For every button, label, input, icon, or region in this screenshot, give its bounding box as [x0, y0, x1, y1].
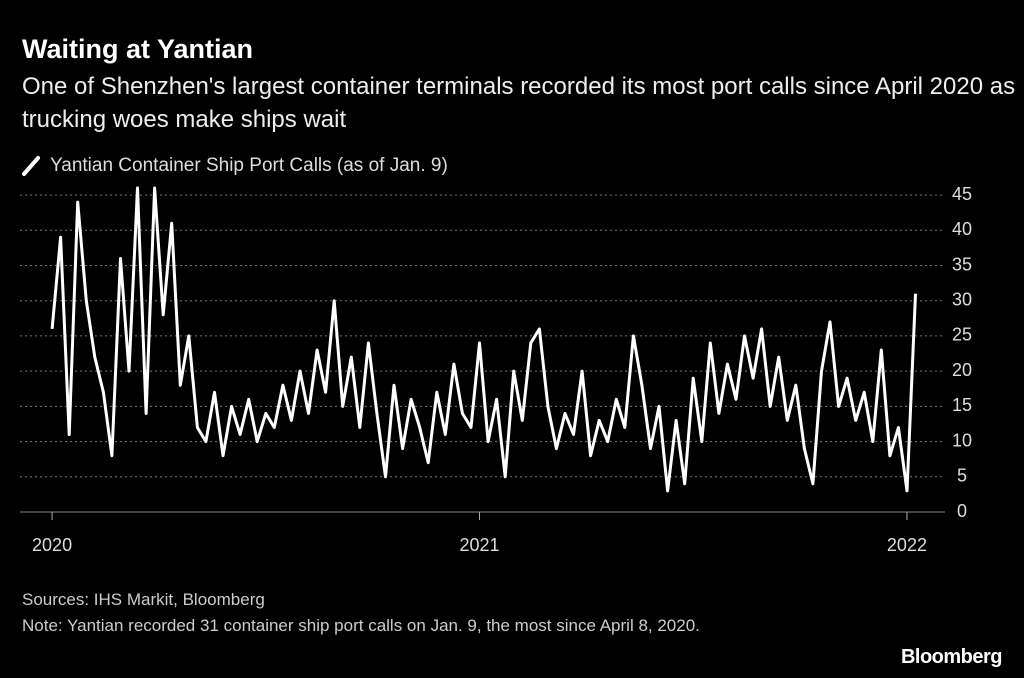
y-tick-label: 5	[957, 466, 967, 486]
y-tick-label: 40	[952, 219, 972, 239]
y-tick-label: 35	[952, 254, 972, 274]
chart-title: Waiting at Yantian	[22, 34, 254, 64]
y-tick-label: 0	[957, 501, 967, 521]
y-tick-label: 20	[952, 360, 972, 380]
y-tick-label: 10	[952, 430, 972, 450]
series-line	[50, 186, 917, 493]
y-tick-label: 30	[952, 289, 972, 309]
x-tick-label: 2022	[887, 535, 927, 555]
y-tick-label: 45	[952, 184, 972, 204]
legend-swatch	[22, 156, 40, 176]
logo: Bloomberg	[900, 646, 1003, 668]
y-tick-label: 15	[952, 395, 972, 415]
chart-subtitle: One of Shenzhen's largest container term…	[22, 73, 1016, 133]
legend-label: Yantian Container Ship Port Calls (as of…	[50, 155, 448, 176]
source: Sources: IHS Markit, Bloomberg	[22, 590, 265, 609]
x-tick-label: 2021	[459, 535, 499, 555]
chart: Yantian Container Ship Port Calls (as of…	[20, 155, 972, 555]
y-tick-label: 25	[952, 325, 972, 345]
note: Note: Yantian recorded 31 container ship…	[22, 616, 700, 635]
x-tick-label: 2020	[32, 535, 72, 555]
